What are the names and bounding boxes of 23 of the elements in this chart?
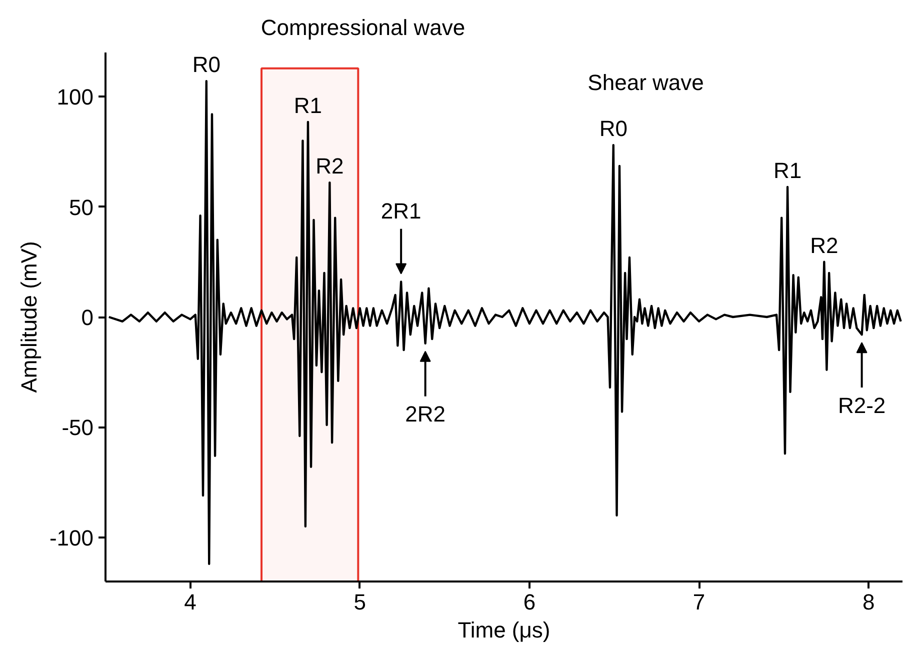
annotation: R2 [316, 154, 344, 179]
y-tick-label: 0 [81, 305, 94, 330]
y-axis-title: Amplitude (mV) [16, 241, 42, 393]
x-tick-label: 7 [692, 590, 706, 614]
x-tick-label: 8 [862, 590, 875, 614]
annotation: R1 [773, 158, 802, 183]
y-tick-label: -50 [62, 415, 94, 440]
y-tick-label: -100 [49, 525, 94, 550]
annotation: R1 [294, 92, 322, 118]
x-tick-label: 4 [184, 590, 196, 614]
annotation: R0 [599, 116, 628, 142]
x-axis-title: Time (μs) [458, 618, 550, 642]
annotation: R0 [192, 52, 220, 78]
annotation: 2R1 [380, 198, 422, 224]
x-tick-label: 6 [523, 590, 536, 614]
y-tick-label: 50 [69, 194, 94, 220]
annotation: R2-2 [838, 392, 886, 418]
x-tick-label: 5 [354, 590, 366, 614]
y-tick-label: 100 [56, 84, 94, 110]
annotation: 2R2 [405, 402, 446, 427]
annotation: R2 [810, 232, 838, 258]
annotation: Shear wave [588, 70, 704, 95]
text: Compressional wave [260, 15, 466, 40]
